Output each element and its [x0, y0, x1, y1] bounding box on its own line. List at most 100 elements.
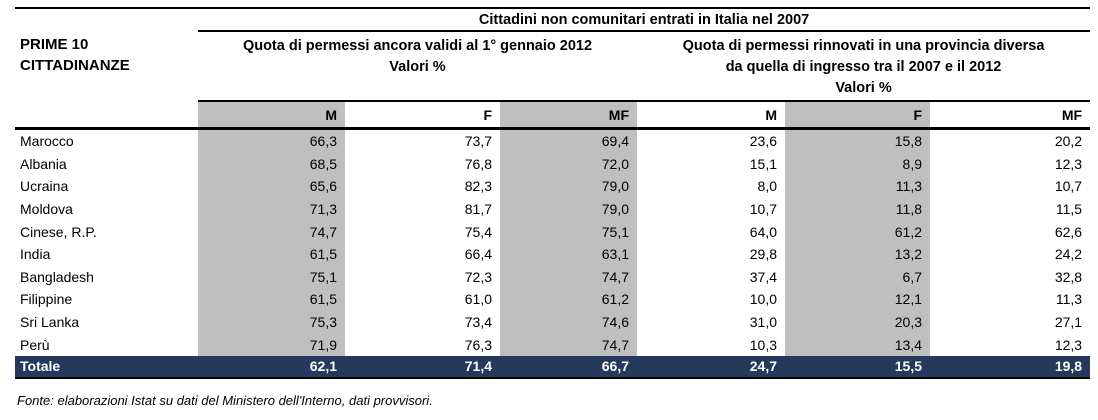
value-cell: 11,3 — [785, 175, 930, 198]
corner-header-line2: CITTADINANZE — [20, 57, 130, 74]
row-label: Ucraina — [20, 178, 69, 195]
value-cell: 20,3 — [785, 310, 930, 334]
group1-line2: Valori % — [389, 59, 446, 75]
total-value-cell: 15,5 — [785, 355, 930, 379]
group-header-renewed-permits: Quota di permessi rinnovati in una provi… — [637, 31, 1091, 102]
value-cell: 74,7 — [500, 265, 637, 289]
header-row-groups: Quota di permessi ancora validi al 1° ge… — [15, 31, 1091, 102]
row-label: Albania — [20, 155, 67, 172]
table-title: Cittadini non comunitari entrati in Ital… — [198, 8, 1091, 32]
table-row: Cinese, R.P. 74,7 75,4 75,1 64,0 61,2 62… — [15, 220, 1090, 243]
total-value-cell: 71,4 — [345, 355, 500, 379]
table-row: Bangladesh 75,1 72,3 74,7 37,4 6,7 32,8 — [15, 265, 1090, 289]
value-cell: 23,6 — [749, 133, 777, 150]
group2-line3: Valori % — [835, 80, 892, 96]
value-cell: 61,2 — [785, 220, 930, 243]
row-label: Bangladesh — [20, 268, 94, 285]
value-cell: 61,0 — [464, 291, 492, 308]
value-cell: 10,7 — [1054, 178, 1083, 195]
value-cell: 62,6 — [1054, 223, 1083, 240]
value-cell: 79,0 — [500, 197, 637, 221]
value-cell: 12,3 — [1054, 155, 1083, 172]
value-cell: 15,1 — [749, 155, 777, 172]
row-label: Filippine — [20, 291, 73, 308]
page: PRIME 10 CITTADINANZE Cittadini non comu… — [15, 7, 1091, 408]
value-cell: 10,0 — [749, 291, 777, 308]
value-cell: 73,7 — [464, 133, 492, 150]
total-value-cell: 62,1 — [198, 355, 345, 379]
value-cell: 13,4 — [785, 333, 930, 356]
table-row: Sri Lanka 75,3 73,4 74,6 31,0 20,3 27,1 — [15, 310, 1090, 334]
value-cell: 65,6 — [198, 175, 345, 198]
value-cell: 10,7 — [749, 201, 777, 218]
value-cell: 73,4 — [464, 314, 492, 331]
group1-line1: Quota di permessi ancora validi al 1° ge… — [242, 38, 593, 54]
corner-header: PRIME 10 CITTADINANZE — [15, 8, 198, 101]
col-header-mf1: MF — [500, 101, 637, 130]
empty-corner-cell — [15, 101, 198, 130]
value-cell: 68,5 — [198, 152, 345, 176]
value-cell: 27,1 — [1054, 314, 1083, 331]
value-cell: 81,7 — [464, 201, 492, 218]
value-cell: 72,3 — [464, 268, 492, 285]
source-note: Fonte: elaborazioni Istat su dati del Mi… — [17, 392, 433, 408]
col-header-m2: M — [637, 101, 785, 130]
value-cell: 79,0 — [500, 175, 637, 198]
value-cell: 11,8 — [785, 197, 930, 221]
value-cell: 76,8 — [464, 155, 492, 172]
header-row-sex: M F MF M F MF — [15, 101, 1091, 130]
row-label: India — [20, 246, 51, 263]
header-row-title: PRIME 10 CITTADINANZE Cittadini non comu… — [15, 8, 1091, 74]
value-cell: 75,4 — [464, 223, 492, 240]
value-cell: 10,3 — [749, 336, 777, 353]
value-cell: 75,3 — [198, 310, 345, 334]
value-cell: 66,3 — [198, 128, 345, 153]
value-cell: 71,9 — [198, 333, 345, 356]
table-row: Marocco 66,3 73,7 69,4 23,6 15,8 20,2 — [15, 128, 1090, 153]
value-cell: 74,7 — [198, 220, 345, 243]
row-label: Moldova — [20, 201, 73, 218]
value-cell: 8,9 — [785, 152, 930, 176]
total-value-cell: 19,8 — [930, 355, 1091, 379]
value-cell: 15,8 — [785, 128, 930, 153]
total-label: Totale — [15, 355, 198, 379]
table-row: Ucraina 65,6 82,3 79,0 8,0 11,3 10,7 — [15, 175, 1090, 198]
value-cell: 75,1 — [500, 220, 637, 243]
value-cell: 31,0 — [749, 314, 777, 331]
col-header-m1: M — [198, 101, 345, 130]
col-header-mf2: MF — [930, 101, 1091, 130]
value-cell: 11,5 — [1055, 201, 1083, 218]
value-cell: 61,5 — [198, 288, 345, 311]
value-cell: 6,7 — [785, 265, 930, 289]
value-cell: 76,3 — [464, 336, 492, 353]
value-cell: 12,1 — [785, 288, 930, 311]
row-label: Sri Lanka — [20, 314, 80, 331]
table-row: Moldova 71,3 81,7 79,0 10,7 11,8 11,5 — [15, 197, 1090, 221]
value-cell: 69,4 — [500, 128, 637, 153]
value-cell: 63,1 — [500, 242, 637, 266]
value-cell: 61,2 — [500, 288, 637, 311]
total-value-cell: 66,7 — [500, 355, 637, 379]
value-cell: 72,0 — [500, 152, 637, 176]
value-cell: 8,0 — [757, 178, 777, 195]
value-cell: 24,2 — [1054, 246, 1083, 263]
group2-line2: da quella di ingresso tra il 2007 e il 2… — [725, 59, 1002, 75]
value-cell: 29,8 — [749, 246, 777, 263]
row-label: Cinese, R.P. — [20, 223, 97, 240]
group-header-valid-permits: Quota di permessi ancora validi al 1° ge… — [198, 31, 637, 102]
value-cell: 13,2 — [785, 242, 930, 266]
corner-header-line1: PRIME 10 — [20, 36, 89, 53]
row-label: Perù — [20, 336, 50, 353]
value-cell: 75,1 — [198, 265, 345, 289]
total-row: Totale 62,1 71,4 66,7 24,7 15,5 19,8 — [15, 355, 1091, 379]
value-cell: 66,4 — [464, 246, 492, 263]
value-cell: 12,3 — [1054, 336, 1083, 353]
table-row: India 61,5 66,4 63,1 29,8 13,2 24,2 — [15, 242, 1090, 266]
value-cell: 74,7 — [500, 333, 637, 356]
value-cell: 71,3 — [198, 197, 345, 221]
value-cell: 82,3 — [464, 178, 492, 195]
value-cell: 20,2 — [1054, 133, 1083, 150]
value-cell: 64,0 — [749, 223, 777, 240]
value-cell: 61,5 — [198, 242, 345, 266]
table-row: Filippine 61,5 61,0 61,2 10,0 12,1 11,3 — [15, 288, 1090, 311]
